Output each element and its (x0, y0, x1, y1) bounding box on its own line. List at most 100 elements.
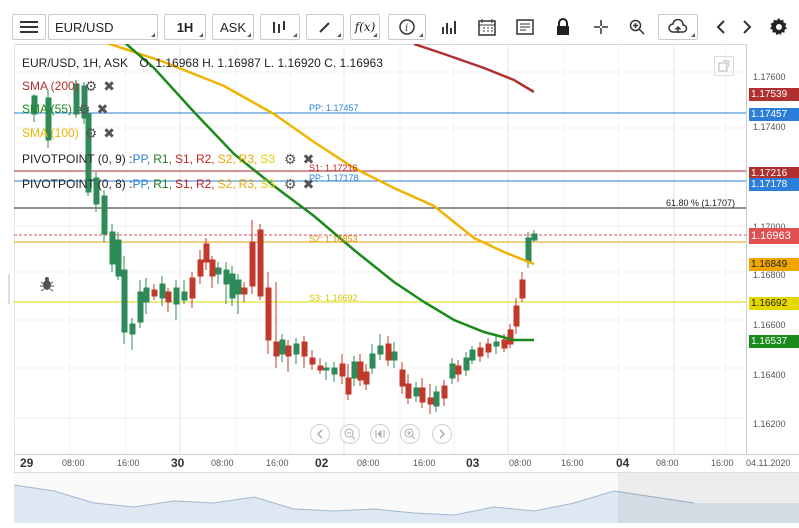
zoom-in-button[interactable] (400, 424, 420, 444)
reset-zoom-button[interactable] (370, 424, 390, 444)
candle-body (209, 259, 216, 277)
close-icon[interactable]: ✖ (103, 124, 115, 141)
calendar-icon[interactable] (470, 14, 504, 40)
timeframe-label: 1H (176, 19, 194, 35)
candle-body (143, 287, 150, 303)
info-icon[interactable]: i (388, 14, 426, 40)
instrument-label: EUR/USD, 1H, ASK (22, 56, 129, 70)
candle-body (331, 367, 338, 375)
time-tick-label: 16:00 (711, 458, 734, 468)
candle-body (223, 269, 230, 285)
candle-body (241, 287, 248, 295)
menu-icon[interactable] (12, 14, 46, 40)
gear-icon[interactable]: ⚙ (84, 77, 98, 94)
fx-icon[interactable]: f(x) (350, 14, 380, 40)
cloud-upload-icon[interactable] (658, 14, 698, 40)
pivot-level-label: R3, (238, 177, 258, 191)
sma-200-line (413, 44, 535, 94)
gear-icon[interactable]: ⚙ (84, 124, 98, 141)
gear-icon[interactable]: ⚙ (284, 175, 297, 192)
close-icon[interactable]: ✖ (96, 100, 109, 117)
candle-body (433, 391, 440, 407)
time-axis[interactable]: 29 08:00 16:00 30 08:00 16:00 02 08:00 16:00 03 08… (14, 454, 799, 473)
candle-body (285, 345, 292, 357)
price-axis[interactable]: 1.17600 1.17400 1.17000 1.16800 1.16600 1.164… (746, 44, 799, 454)
chart-area[interactable]: EUR/USD, 1H, ASK O. 1.16968 H. 1.16987 L… (14, 44, 746, 454)
pp2-line-label: PP: 1.17178 (309, 173, 359, 183)
candle-body (197, 259, 204, 277)
price-type-select[interactable]: ASK (212, 14, 254, 40)
time-tick-label: 04.11.2020 (746, 458, 791, 468)
volume-icon[interactable] (432, 14, 466, 40)
candle-body (385, 343, 392, 361)
chevron-left-icon[interactable] (708, 14, 734, 40)
price-tag: 1.16963 (749, 228, 799, 244)
lock-icon[interactable] (546, 14, 580, 40)
time-tick-label: 16:00 (561, 458, 584, 468)
price-tag: 1.17178 (749, 178, 799, 191)
pencil-icon[interactable] (306, 14, 344, 40)
candle-body (129, 323, 136, 335)
bug-icon[interactable] (40, 276, 54, 297)
time-tick-label: 03 (466, 456, 480, 470)
symbol-select[interactable]: EUR/USD (48, 14, 158, 40)
news-icon[interactable] (508, 14, 542, 40)
zoom-out-button[interactable] (340, 424, 360, 444)
candle-body (493, 341, 500, 347)
candle-body (257, 229, 264, 297)
price-tick-label: 1.16200 (753, 419, 786, 429)
chevron-right-icon[interactable] (734, 14, 760, 40)
zoom-icon[interactable] (620, 14, 654, 40)
candle-body (519, 279, 526, 299)
close-icon[interactable]: ✖ (302, 175, 315, 192)
close-icon[interactable]: ✖ (302, 150, 315, 167)
scroll-left-button[interactable] (310, 424, 330, 444)
time-tick-label: 29 (20, 456, 34, 470)
candle-body (115, 239, 122, 277)
scroll-right-button[interactable] (432, 424, 452, 444)
toolbar: EUR/USD 1H ASK f(x) i (0, 0, 799, 45)
candle-body (463, 357, 470, 371)
expand-icon[interactable] (714, 56, 734, 76)
time-tick-label: 08:00 (62, 458, 85, 468)
candle-body (189, 277, 196, 299)
gear-icon[interactable]: ⚙ (78, 100, 91, 117)
gear-icon[interactable] (764, 14, 794, 40)
price-tag: 1.16537 (749, 335, 799, 348)
indicator-row[interactable]: SMA (55) ⚙ ✖ (22, 100, 108, 118)
indicator-row[interactable]: SMA (200) ⚙ ✖ (22, 77, 115, 95)
candle-body (477, 347, 484, 357)
candle-body (93, 177, 100, 205)
candle-body (151, 289, 158, 297)
s3-line-label: S3: 1.16692 (309, 293, 358, 303)
ohlc-readout: O. 1.16968 H. 1.16987 L. 1.16920 C. 1.16… (139, 56, 383, 70)
bar-chart-icon[interactable] (260, 14, 300, 40)
candle-body (399, 369, 406, 387)
indicator-label: SMA (200) (22, 79, 79, 93)
pivot-level-label: R2, (195, 177, 215, 191)
pivot-indicator-row[interactable]: PIVOTPOINT (0, 9) : PP, R1, S1, R2, S2, … (22, 150, 314, 168)
sma-100-line (106, 44, 535, 266)
pivot-indicator-row[interactable]: PIVOTPOINT (0, 8) : PP, R1, S1, R2, S2, … (22, 175, 314, 193)
navigator-strip[interactable] (13, 472, 799, 523)
timeframe-select[interactable]: 1H (164, 14, 206, 40)
price-tick-label: 1.16400 (753, 370, 786, 380)
sma-55-line (124, 44, 534, 342)
fib-line-label: 61.80 % (1.1707) (666, 198, 736, 208)
candle-body (485, 343, 492, 353)
candle-body (249, 241, 256, 287)
price-chart[interactable] (14, 44, 746, 454)
svg-text:i: i (405, 23, 408, 34)
price-tag: 1.16849 (749, 258, 799, 271)
indicator-row[interactable]: SMA (100) ⚙ ✖ (22, 124, 115, 142)
pivot-level-label: S3 (260, 177, 276, 191)
close-icon[interactable]: ✖ (103, 77, 115, 94)
crosshair-icon[interactable] (584, 14, 618, 40)
price-tag: 1.17539 (749, 88, 799, 101)
gear-icon[interactable]: ⚙ (284, 150, 297, 167)
candle-body (455, 365, 462, 375)
candle-body (235, 279, 242, 295)
candle-body (391, 351, 398, 361)
pivot-label: PIVOTPOINT (0, 8) : (22, 177, 133, 191)
candle-body (501, 339, 508, 349)
